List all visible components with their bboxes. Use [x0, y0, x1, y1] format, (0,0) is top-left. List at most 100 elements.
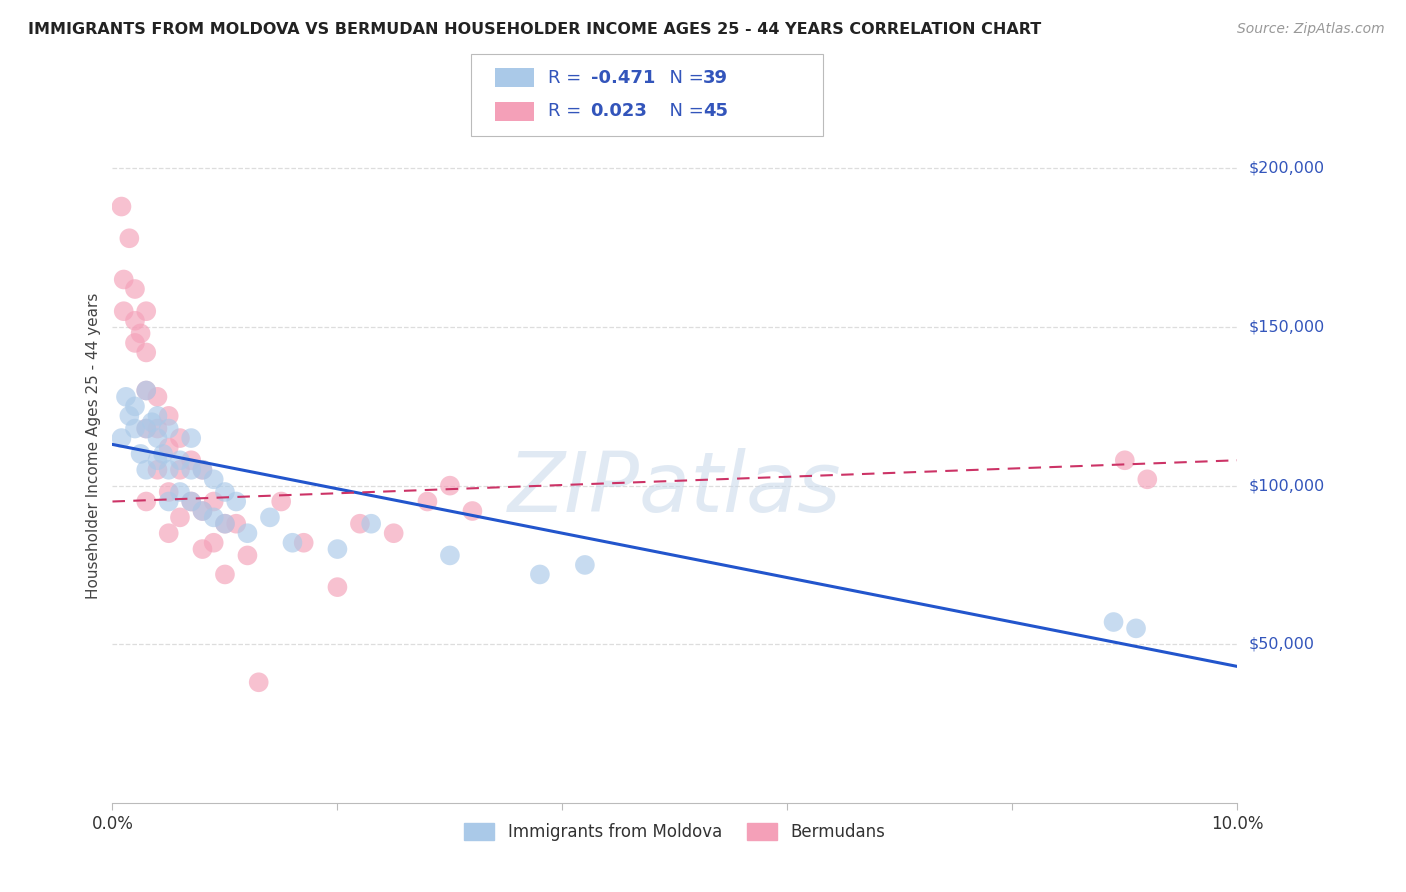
Point — [214, 516, 236, 531]
Point — [236, 549, 259, 563]
Point — [202, 535, 225, 549]
Point — [202, 494, 225, 508]
Point — [382, 526, 405, 541]
Point — [146, 409, 169, 423]
Point — [1125, 621, 1147, 635]
Point — [360, 516, 382, 531]
Point — [146, 463, 169, 477]
Point — [124, 400, 146, 414]
Point — [169, 485, 191, 500]
Point — [135, 304, 157, 318]
Point — [129, 447, 152, 461]
Point — [1102, 615, 1125, 629]
Point — [461, 504, 484, 518]
Point — [124, 421, 146, 435]
Point — [202, 472, 225, 486]
Point — [135, 421, 157, 435]
Point — [191, 463, 214, 477]
Point — [141, 415, 163, 429]
Point — [135, 494, 157, 508]
Point — [225, 494, 247, 508]
Point — [157, 494, 180, 508]
Point — [169, 510, 191, 524]
Text: $100,000: $100,000 — [1249, 478, 1324, 493]
Point — [157, 485, 180, 500]
Point — [146, 431, 169, 445]
Point — [292, 535, 315, 549]
Point — [135, 384, 157, 398]
Text: 0.023: 0.023 — [591, 103, 647, 120]
Text: R =: R = — [548, 103, 588, 120]
Point — [191, 463, 214, 477]
Point — [124, 314, 146, 328]
Point — [529, 567, 551, 582]
Point — [115, 390, 138, 404]
Text: R =: R = — [548, 69, 588, 87]
Text: 45: 45 — [703, 103, 728, 120]
Point — [214, 516, 236, 531]
Point — [180, 463, 202, 477]
Point — [157, 463, 180, 477]
Text: ZIPatlas: ZIPatlas — [508, 449, 842, 529]
Point — [169, 463, 191, 477]
Point — [152, 447, 174, 461]
Point — [169, 431, 191, 445]
Text: N =: N = — [658, 103, 710, 120]
Point — [180, 494, 202, 508]
Point — [124, 335, 146, 350]
Point — [135, 421, 157, 435]
Point — [118, 409, 141, 423]
Point — [416, 494, 439, 508]
Point — [191, 504, 214, 518]
Point — [110, 200, 132, 214]
Point — [157, 409, 180, 423]
Text: $150,000: $150,000 — [1249, 319, 1324, 334]
Point — [349, 516, 371, 531]
Point — [157, 526, 180, 541]
Point — [118, 231, 141, 245]
Point — [247, 675, 270, 690]
Point — [180, 494, 202, 508]
Point — [157, 441, 180, 455]
Point — [214, 485, 236, 500]
Point — [146, 421, 169, 435]
Text: -0.471: -0.471 — [591, 69, 655, 87]
Point — [157, 421, 180, 435]
Point — [135, 384, 157, 398]
Point — [191, 504, 214, 518]
Point — [225, 516, 247, 531]
Point — [146, 390, 169, 404]
Point — [135, 345, 157, 359]
Point — [180, 431, 202, 445]
Point — [214, 567, 236, 582]
Y-axis label: Householder Income Ages 25 - 44 years: Householder Income Ages 25 - 44 years — [86, 293, 101, 599]
Point — [439, 478, 461, 492]
Point — [135, 463, 157, 477]
Text: $50,000: $50,000 — [1249, 637, 1315, 652]
Point — [439, 549, 461, 563]
Point — [112, 304, 135, 318]
Point — [169, 453, 191, 467]
Point — [191, 542, 214, 557]
Point — [236, 526, 259, 541]
Point — [574, 558, 596, 572]
Point — [1136, 472, 1159, 486]
Legend: Immigrants from Moldova, Bermudans: Immigrants from Moldova, Bermudans — [458, 816, 891, 848]
Point — [110, 431, 132, 445]
Point — [124, 282, 146, 296]
Point — [281, 535, 304, 549]
Point — [129, 326, 152, 341]
Point — [326, 580, 349, 594]
Point — [146, 453, 169, 467]
Point — [180, 453, 202, 467]
Point — [112, 272, 135, 286]
Point — [259, 510, 281, 524]
Text: N =: N = — [658, 69, 710, 87]
Text: $200,000: $200,000 — [1249, 161, 1324, 176]
Point — [270, 494, 292, 508]
Text: Source: ZipAtlas.com: Source: ZipAtlas.com — [1237, 22, 1385, 37]
Point — [1114, 453, 1136, 467]
Text: 39: 39 — [703, 69, 728, 87]
Point — [202, 510, 225, 524]
Text: IMMIGRANTS FROM MOLDOVA VS BERMUDAN HOUSEHOLDER INCOME AGES 25 - 44 YEARS CORREL: IMMIGRANTS FROM MOLDOVA VS BERMUDAN HOUS… — [28, 22, 1042, 37]
